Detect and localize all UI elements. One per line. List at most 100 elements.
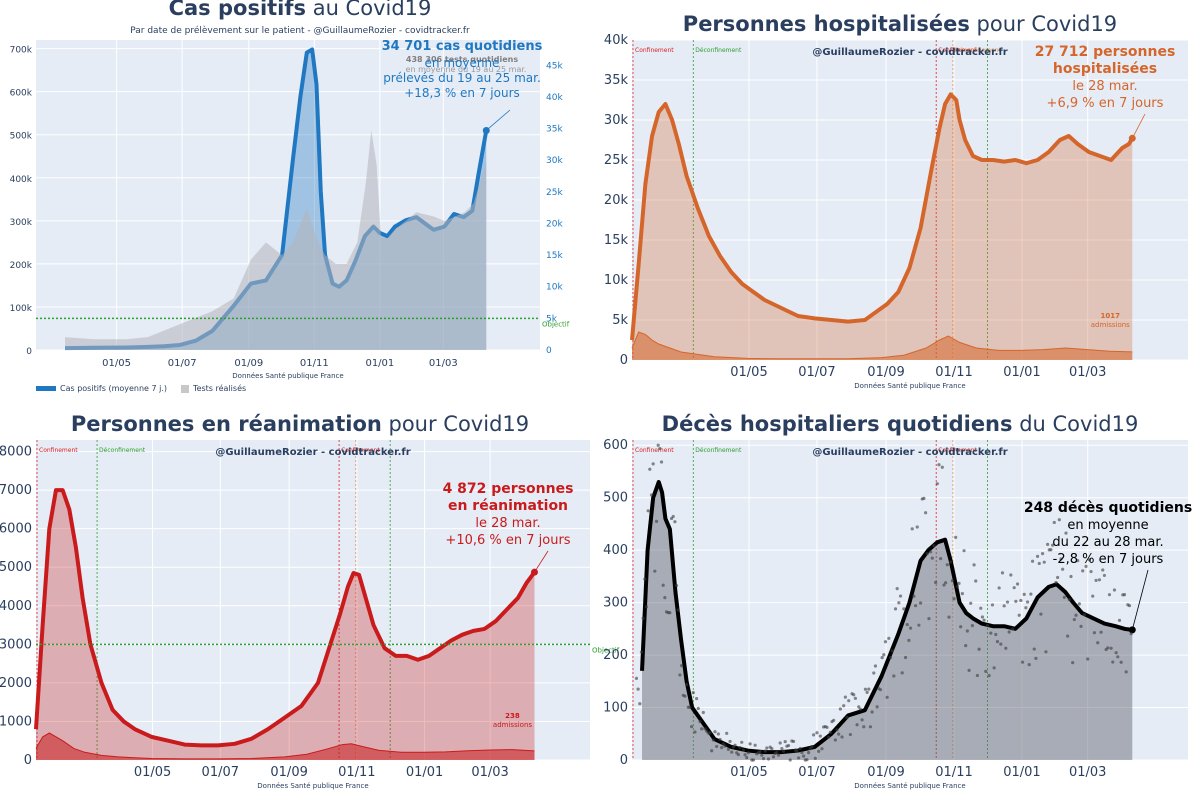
daily-death-point	[949, 560, 953, 564]
daily-death-point	[955, 584, 959, 588]
daily-death-point	[984, 669, 988, 673]
daily-death-point	[778, 741, 782, 745]
daily-death-point	[668, 611, 672, 615]
x-tick-label: 01/07	[202, 765, 239, 780]
y-tick-label: 0	[620, 753, 628, 768]
daily-death-point	[676, 608, 680, 612]
daily-death-point	[838, 707, 842, 711]
y-right-tick-label: 5k	[546, 314, 558, 324]
daily-death-point	[907, 638, 911, 642]
y-tick-label: 1000	[0, 714, 32, 729]
x-tick-label: 01/07	[798, 765, 835, 780]
daily-death-point	[773, 751, 777, 755]
daily-death-point	[736, 753, 741, 757]
daily-death-point	[863, 687, 868, 691]
series-last-point	[530, 568, 538, 576]
daily-death-point	[820, 747, 824, 751]
x-tick-label: 01/01	[406, 765, 443, 780]
daily-death-point	[696, 706, 700, 711]
daily-death-point	[932, 544, 936, 548]
daily-death-point	[990, 603, 995, 607]
x-tick-label: 01/07	[798, 365, 835, 380]
daily-death-point	[868, 725, 873, 729]
y-tick-label: 400k	[10, 175, 33, 185]
daily-death-point	[793, 748, 797, 752]
objective-label: Objectif	[542, 320, 570, 328]
daily-death-point	[880, 655, 884, 660]
daily-death-point	[1111, 660, 1115, 664]
annotation-bold: 34 701 cas quotidiens	[382, 39, 543, 54]
daily-death-point	[835, 728, 839, 732]
daily-death-point	[1091, 594, 1095, 598]
daily-death-point	[905, 622, 909, 627]
daily-death-point	[700, 727, 704, 731]
y-tick-label: 600k	[10, 89, 33, 99]
daily-death-point	[735, 751, 739, 755]
legend-item-cas: Cas positifs (moyenne 7 j.)	[36, 384, 167, 393]
event-marker-label: Confinement	[938, 47, 977, 54]
daily-death-point	[760, 753, 764, 757]
daily-death-point	[1052, 520, 1056, 525]
daily-death-point	[706, 731, 710, 735]
daily-death-point	[995, 640, 1000, 644]
daily-death-point	[649, 493, 654, 497]
daily-death-point	[818, 734, 822, 738]
daily-death-point	[822, 725, 826, 729]
daily-death-point	[860, 718, 864, 722]
daily-death-point	[858, 707, 863, 711]
daily-death-point	[987, 674, 991, 678]
daily-death-point	[745, 756, 749, 760]
admissions-value: 1017	[1101, 312, 1121, 320]
y-right-tick-label: 45k	[546, 61, 563, 71]
y-right-tick-label: 10k	[546, 283, 563, 293]
daily-death-point	[962, 549, 966, 553]
chart-title-cas-rest: au Covid19	[306, 0, 432, 20]
event-marker-label: Déconfinement	[695, 447, 742, 454]
daily-death-point	[825, 725, 829, 729]
y-tick-label: 400	[603, 543, 628, 558]
y-tick-label: 35k	[604, 73, 629, 88]
daily-death-point	[636, 687, 640, 691]
daily-death-point	[945, 563, 949, 567]
y-tick-label: 700k	[10, 46, 33, 56]
daily-death-point	[710, 749, 714, 753]
daily-death-point	[964, 643, 968, 648]
daily-death-point	[740, 740, 744, 744]
daily-death-point	[785, 744, 789, 748]
annotation-line: le 28 mar.	[475, 516, 540, 531]
daily-death-point	[1024, 606, 1028, 610]
event-marker-label: Déconfinement	[99, 447, 146, 454]
daily-death-point	[902, 607, 906, 611]
y-tick-label: 8000	[0, 445, 32, 460]
series-last-point	[1128, 626, 1136, 634]
chart-title-cas-bold: Cas positifs	[168, 0, 307, 20]
y-tick-label: 500k	[10, 132, 33, 142]
series-area-admissions	[36, 733, 535, 760]
series-area-main	[65, 49, 487, 350]
admissions-label: admissions	[493, 721, 532, 729]
daily-death-point	[641, 616, 645, 620]
daily-death-point	[923, 511, 928, 515]
daily-death-point	[939, 556, 943, 561]
daily-death-point	[666, 610, 670, 615]
daily-death-point	[815, 731, 819, 735]
event-marker-label: Confinement	[341, 447, 380, 454]
y-tick-label: 5000	[0, 560, 32, 575]
daily-death-point	[885, 695, 889, 699]
daily-death-point	[678, 673, 682, 677]
daily-death-point	[1102, 573, 1107, 578]
event-marker-label: Confinement	[635, 47, 674, 54]
x-tick-label: 01/05	[134, 765, 171, 780]
x-tick-label: 01/11	[338, 765, 375, 780]
daily-death-point	[1049, 548, 1053, 552]
daily-death-point	[781, 749, 786, 753]
daily-death-point	[1094, 578, 1098, 582]
daily-death-point	[808, 747, 812, 751]
annotation-line: le 28 mar.	[1072, 79, 1137, 94]
daily-death-point	[900, 671, 904, 675]
annotation-tests: 438 306 tests quotidiens	[406, 55, 518, 64]
daily-death-point	[800, 750, 804, 755]
series-line-main	[64, 47, 489, 351]
